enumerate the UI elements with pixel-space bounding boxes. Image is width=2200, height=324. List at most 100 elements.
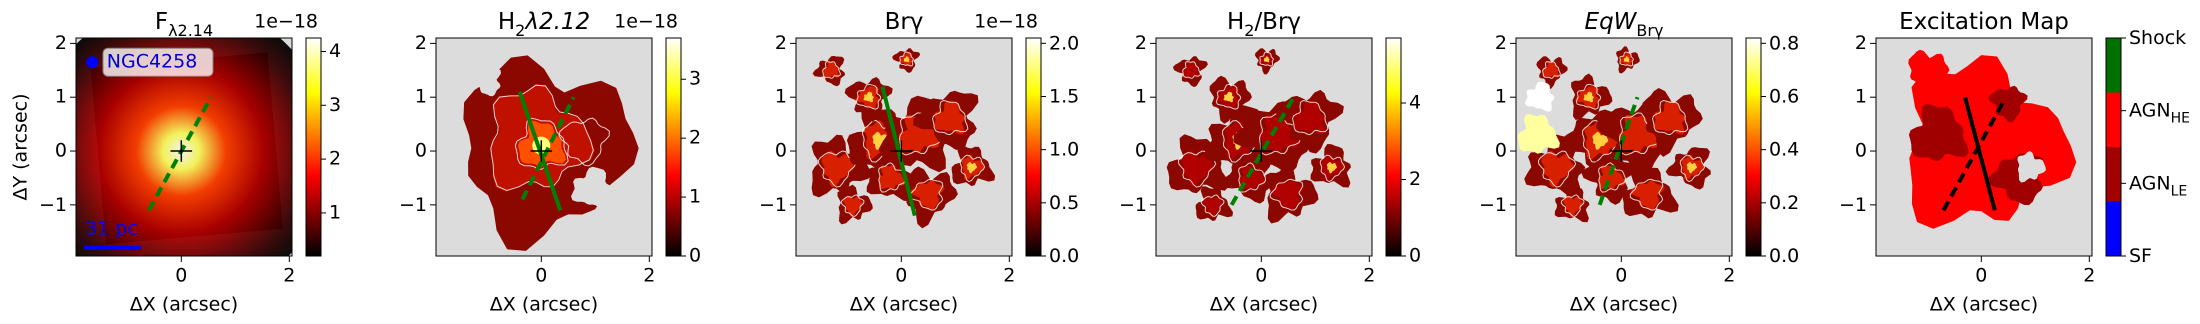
map-region (822, 61, 841, 79)
colorbar-tick-label-main: AGN (2129, 172, 2171, 194)
colorbar-tick-label: 2.0 (1049, 32, 1079, 54)
map-region (470, 67, 501, 97)
axes-frame (1875, 37, 2093, 257)
axes-frame (1515, 37, 1733, 257)
colorbar-tick-label: 2 (329, 148, 341, 170)
map-region (1259, 51, 1274, 67)
map-region (1326, 162, 1337, 174)
colorbar-tick-label-main: 1.0 (1049, 138, 1079, 160)
x-tick-label: 0 (1615, 265, 1627, 287)
y-tick-label: 2 (55, 32, 67, 54)
map-region (1618, 112, 1661, 156)
map-region (1583, 91, 1594, 103)
map-region (1182, 61, 1199, 78)
colorbar-tick-label-main: 0.0 (1049, 245, 1079, 267)
colorbar-tick-label: 2 (1409, 168, 1421, 190)
map-region (932, 99, 969, 136)
colorbar-frame (1745, 37, 1762, 257)
map-region (1258, 112, 1301, 156)
pa-line (520, 96, 576, 201)
map-region (959, 154, 986, 183)
x-tick-label: 2 (1003, 265, 1015, 287)
map-region (490, 84, 594, 192)
map-region (1319, 154, 1346, 183)
label-box (102, 47, 214, 77)
y-tick-label: 1 (415, 86, 427, 108)
y-tick-label: 0 (1135, 140, 1147, 162)
map-region (1200, 194, 1225, 217)
map-region (840, 194, 865, 217)
x-axis-label: ΔX (arcsec) (490, 294, 598, 316)
title-part: /Brγ (1254, 9, 1301, 35)
title-part: H (498, 9, 515, 35)
map-region (1270, 180, 1305, 211)
panel-title: H2λ2.12 (498, 9, 590, 41)
colorbar-tick-label: 2 (689, 127, 701, 149)
map-region (1203, 195, 1224, 217)
map-region (817, 150, 857, 188)
map-region (1537, 150, 1577, 188)
colorbar-tick-label-main: AGN (2129, 99, 2171, 121)
colorbar-frame (2105, 37, 2122, 257)
y-tick-label-main: −1 (1119, 193, 1147, 215)
x-axis-label: ΔX (arcsec) (1930, 294, 2038, 316)
colorbar-tick-label: 0.4 (1769, 138, 1799, 160)
map-region (1592, 131, 1609, 150)
map-region (821, 150, 855, 188)
y-tick-label: 1 (55, 86, 67, 108)
colorbar-tick-label-sub: LE (2171, 183, 2188, 199)
colorbar-tick-label: 0.2 (1769, 191, 1799, 213)
x-tick-label: 2 (2083, 265, 2095, 287)
y-tick-label: 2 (775, 32, 787, 54)
pa-line (147, 96, 213, 212)
colorbar-band (2106, 147, 2121, 202)
map-region (903, 56, 910, 63)
map-region (558, 117, 610, 167)
map-region (822, 61, 839, 78)
x-tick-label: 2 (1363, 265, 1375, 287)
map-region (1223, 91, 1234, 103)
map-region (898, 114, 940, 153)
colorbar-band (2106, 201, 2121, 256)
title-part: λ2.12 (523, 9, 590, 35)
x-tick-label: 0 (1255, 265, 1267, 287)
y-tick-label-main: −1 (399, 193, 427, 215)
colorbar (1386, 38, 1401, 256)
colorbar-frame (665, 37, 682, 257)
offset-text: 1e−18 (254, 11, 318, 33)
map-region (1541, 150, 1575, 188)
y-tick-label: 0 (1855, 140, 1867, 162)
colorbar-tick-label-main: 2.0 (1049, 32, 1079, 54)
map-region (1629, 178, 1664, 211)
y-tick-label: 2 (1855, 32, 1867, 54)
title-part: 2 (1244, 21, 1254, 40)
y-tick-label: 0 (415, 140, 427, 162)
y-tick-label: −1 (39, 193, 67, 215)
colorbar-tick-label-main: 0.6 (1769, 85, 1799, 107)
title-part: H (1227, 9, 1244, 35)
colorbar-tick-label: AGNLE (2129, 172, 2187, 200)
x-tick-label: 2 (643, 265, 655, 287)
panel: 0 2 −1 0 1 2 ΔX (arcsec) EqWBrγ 0.0 0.2 0.4 0.6 0.8 (1479, 9, 1799, 316)
pa-line (1941, 101, 2005, 212)
map-region (878, 164, 906, 190)
colorbar-tick-label-main: 0.0 (1769, 245, 1799, 267)
map-region (1679, 154, 1706, 183)
colorbar-frame (1385, 37, 1402, 257)
y-tick-label: 1 (1495, 86, 1507, 108)
marker-dot (86, 56, 99, 69)
panel: 0 2 −1 0 1 2 ΔX (arcsec) Brγ 0.0 0.5 1.0 1.5 2.0 1e−1… (759, 9, 1079, 316)
y-tick-label: 2 (1495, 32, 1507, 54)
map-region (1563, 195, 1584, 217)
colorbar-tick-label-main: 0.8 (1769, 32, 1799, 54)
map-region (863, 91, 874, 103)
offset-text: 1e−18 (974, 11, 1038, 33)
colorbar-tick-label-main: SF (2129, 245, 2152, 267)
colorbar-tick-label: 4 (329, 40, 341, 62)
map-region (1524, 81, 1555, 112)
axes-frame (75, 37, 293, 257)
colorbar-frame (1025, 37, 1042, 257)
y-tick-label: −1 (1119, 193, 1147, 215)
title-part: λ2.14 (168, 21, 213, 40)
